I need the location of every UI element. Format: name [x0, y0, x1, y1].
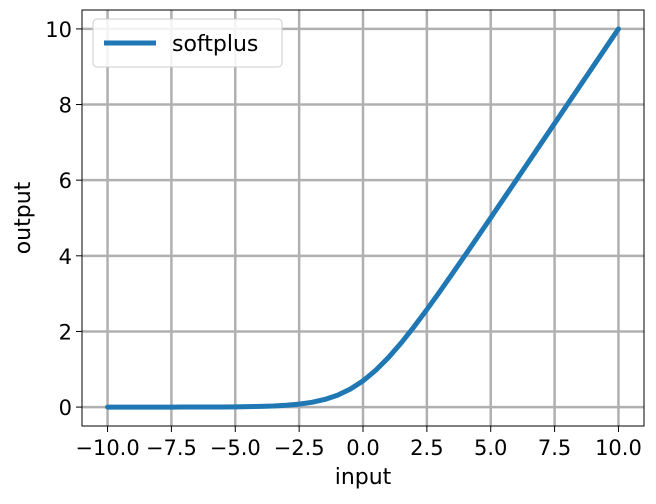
ticks: −10.0 −7.5 −5.0 −2.5 0.0 2.5 5.0 7.5 10.0 0 2 4 6 8 10: [45, 18, 642, 460]
x-tick-label: 2.5: [410, 436, 443, 460]
y-tick-label: 8: [59, 94, 72, 118]
series-layer: [105, 26, 621, 410]
y-tick-label: 10: [45, 18, 72, 42]
legend: softplus: [92, 18, 283, 68]
x-tick-label: −2.5: [274, 436, 325, 460]
grid: [82, 10, 644, 426]
x-tick-label: −7.5: [146, 436, 197, 460]
y-tick-label: 2: [59, 320, 72, 344]
x-tick-label: −5.0: [210, 436, 261, 460]
x-tick-label: 7.5: [538, 436, 571, 460]
series-line-softplus: [105, 26, 621, 410]
y-axis-label: output: [11, 181, 36, 254]
x-tick-label: 0.0: [346, 436, 379, 460]
y-tick-label: 6: [59, 169, 72, 193]
x-tick-label: −10.0: [75, 436, 139, 460]
x-tick-label: 10.0: [595, 436, 642, 460]
legend-box: [92, 18, 283, 68]
y-tick-label: 4: [59, 245, 72, 269]
y-tick-label: 0: [59, 396, 72, 420]
x-tick-label: 5.0: [474, 436, 507, 460]
x-axis-label: input: [335, 465, 392, 490]
legend-label: softplus: [172, 32, 258, 57]
